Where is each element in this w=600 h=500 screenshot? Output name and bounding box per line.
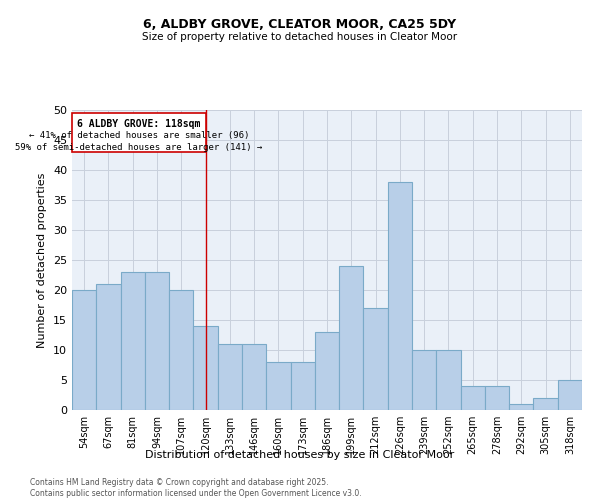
Bar xyxy=(242,344,266,410)
Bar xyxy=(121,272,145,410)
Bar xyxy=(412,350,436,410)
Bar xyxy=(339,266,364,410)
Bar xyxy=(315,332,339,410)
Bar xyxy=(436,350,461,410)
Text: 6 ALDBY GROVE: 118sqm: 6 ALDBY GROVE: 118sqm xyxy=(77,119,200,129)
Bar xyxy=(509,404,533,410)
Bar xyxy=(218,344,242,410)
Bar xyxy=(145,272,169,410)
Bar xyxy=(169,290,193,410)
Bar xyxy=(533,398,558,410)
Bar xyxy=(266,362,290,410)
Text: ← 41% of detached houses are smaller (96): ← 41% of detached houses are smaller (96… xyxy=(29,131,249,140)
Bar xyxy=(558,380,582,410)
Bar xyxy=(96,284,121,410)
Bar xyxy=(485,386,509,410)
Text: 59% of semi-detached houses are larger (141) →: 59% of semi-detached houses are larger (… xyxy=(15,143,262,152)
Bar xyxy=(72,290,96,410)
Text: Size of property relative to detached houses in Cleator Moor: Size of property relative to detached ho… xyxy=(142,32,458,42)
Bar xyxy=(193,326,218,410)
Text: Distribution of detached houses by size in Cleator Moor: Distribution of detached houses by size … xyxy=(145,450,455,460)
Bar xyxy=(461,386,485,410)
Bar xyxy=(72,113,206,152)
Text: Contains HM Land Registry data © Crown copyright and database right 2025.
Contai: Contains HM Land Registry data © Crown c… xyxy=(30,478,362,498)
Y-axis label: Number of detached properties: Number of detached properties xyxy=(37,172,47,348)
Bar xyxy=(364,308,388,410)
Bar xyxy=(388,182,412,410)
Bar xyxy=(290,362,315,410)
Text: 6, ALDBY GROVE, CLEATOR MOOR, CA25 5DY: 6, ALDBY GROVE, CLEATOR MOOR, CA25 5DY xyxy=(143,18,457,30)
